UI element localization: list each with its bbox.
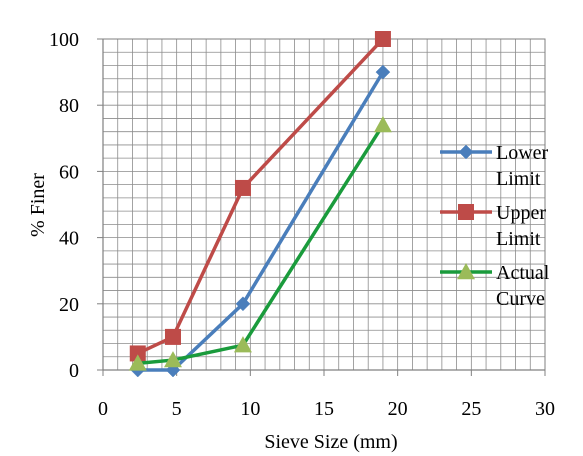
y-tick-label: 60 <box>59 161 79 183</box>
legend-item-lower-limit: Lower Limit <box>440 142 549 190</box>
x-tick-label: 10 <box>240 398 260 420</box>
y-tick-label: 80 <box>59 95 79 117</box>
data-point <box>373 116 392 133</box>
legend-item-actual-curve: Actual Curve <box>440 262 550 310</box>
legend-marker <box>458 144 474 160</box>
series-actual-curve <box>128 116 392 371</box>
data-point <box>234 179 251 196</box>
data-point <box>163 351 182 368</box>
y-tick-label: 40 <box>59 228 79 250</box>
y-tick-label: 100 <box>49 29 79 51</box>
series-line <box>137 124 385 366</box>
x-axis-title: Sieve Size (mm) <box>264 431 397 453</box>
data-point <box>374 31 391 47</box>
series-layer <box>128 31 392 378</box>
legend-item-upper-limit: Upper Limit <box>440 202 546 250</box>
series-upper-limit <box>129 31 391 362</box>
legend-label: Upper <box>496 202 546 224</box>
legend-label: Actual <box>496 262 550 284</box>
legend-label: Curve <box>496 288 545 310</box>
legend-label: Limit <box>496 228 541 250</box>
data-point <box>129 345 146 362</box>
y-tick-label: 0 <box>69 360 79 382</box>
x-tick-label: 0 <box>98 398 108 420</box>
x-tick-label: 30 <box>535 398 555 420</box>
y-tick-label: 20 <box>59 294 79 316</box>
x-tick-label: 20 <box>388 398 408 420</box>
y-axis-title: % Finer <box>27 173 49 237</box>
grid <box>102 38 546 371</box>
x-tick-label: 25 <box>461 398 481 420</box>
series-line <box>137 71 385 372</box>
axes: 0 5 10 15 20 25 30 0 20 40 60 80 100 <box>49 29 555 420</box>
data-point <box>164 328 181 345</box>
x-tick-label: 15 <box>314 398 334 420</box>
series-line <box>137 37 385 356</box>
x-tick-label: 5 <box>172 398 182 420</box>
data-point <box>128 354 147 371</box>
legend-marker <box>458 204 474 220</box>
data-point <box>375 64 391 80</box>
legend-marker <box>457 263 475 280</box>
legend: Lower Limit Upper Limit Actual Curve <box>440 142 550 310</box>
data-point <box>233 336 252 353</box>
legend-label: Lower <box>496 142 549 164</box>
legend-label: Limit <box>496 168 541 190</box>
data-point <box>235 296 251 312</box>
